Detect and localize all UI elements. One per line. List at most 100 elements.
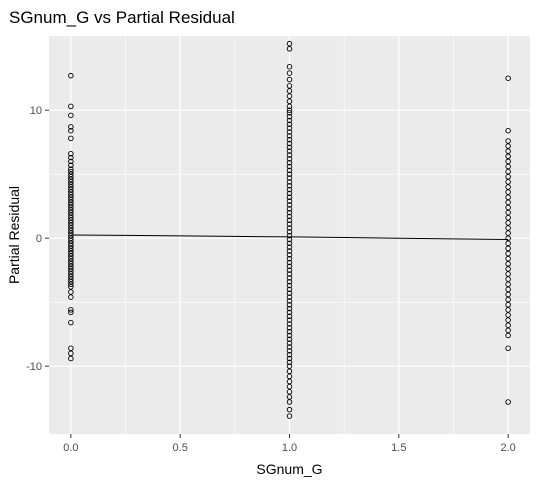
data-point [286,368,293,375]
data-point [286,148,293,154]
data-point [286,359,293,366]
data-point [505,296,511,303]
data-point [505,220,511,226]
data-point [286,93,293,99]
data-point [505,179,511,185]
data-point [286,125,293,131]
data-point [68,253,74,259]
data-point [68,135,74,142]
data-point [505,168,511,175]
data-point [286,113,293,120]
data-point [68,284,74,290]
x-tick-label: 1.5 [391,442,406,454]
data-point [286,213,293,220]
data-point [68,103,74,110]
data-point [286,209,293,216]
data-point [286,244,293,250]
data-point [286,152,293,158]
data-point [505,312,511,318]
data-point [286,129,293,135]
data-point [505,345,511,352]
data-point [505,143,511,149]
data-point [286,351,293,358]
data-point [505,245,511,252]
data-point [286,40,293,47]
data-point [505,276,511,282]
data-point [68,112,74,119]
data-point [68,294,74,300]
data-point [286,98,293,105]
data-point [68,261,74,267]
data-point [286,248,293,254]
data-point [286,286,293,293]
data-point [286,355,293,362]
data-point [286,336,293,343]
data-point [286,179,293,185]
data-point [286,282,293,289]
fit-line [70,234,509,240]
data-point [286,389,293,395]
data-point [505,163,511,170]
data-point [286,63,293,70]
data-point [286,263,293,270]
data-point [505,399,511,405]
y-tick-label: 0 [36,233,42,245]
data-point [505,281,511,288]
data-point [286,206,293,212]
data-point [68,235,74,241]
data-point [68,248,74,254]
data-point [286,167,293,174]
data-point [286,383,293,390]
data-point [68,191,74,198]
x-axis-ticks: 0.0 0.5 1.0 1.5 2.0 [63,434,516,454]
data-point [286,298,293,304]
data-point [286,175,293,181]
data-point [286,325,293,331]
data-point [68,217,74,224]
data-point [286,255,293,262]
data-point [68,319,74,326]
data-point [505,199,511,206]
data-point [286,202,293,208]
data-point [286,70,293,76]
data-point [286,363,293,369]
data-point [286,290,293,296]
data-point [286,278,293,285]
data-point [68,186,74,193]
data-point [68,225,74,231]
data-point [286,221,293,227]
data-point [286,190,293,197]
data-point [68,222,74,229]
data-point [68,124,74,130]
data-point [68,355,74,362]
data-point [68,271,74,277]
data-point [286,321,293,327]
data-point [68,204,74,211]
x-tick-label: 1.0 [282,442,297,454]
data-point [68,250,74,257]
data-point [286,103,293,110]
data-point [68,245,74,252]
data-point [68,243,74,249]
data-point [68,350,74,357]
data-point [505,209,511,216]
data-point [68,168,74,175]
data-point [286,88,293,94]
data-point [505,75,511,81]
data-point [286,156,293,162]
data-point [68,176,74,183]
data-point [286,240,293,247]
data-point [286,144,293,151]
data-point [68,207,74,213]
data-point [286,259,293,266]
data-point [505,204,511,211]
data-point [505,153,511,160]
data-point [68,171,74,177]
data-point [286,344,293,350]
data-point [286,133,293,139]
data-point [68,263,74,270]
data-point [286,406,293,413]
data-point [68,162,74,169]
data-point [286,232,293,239]
